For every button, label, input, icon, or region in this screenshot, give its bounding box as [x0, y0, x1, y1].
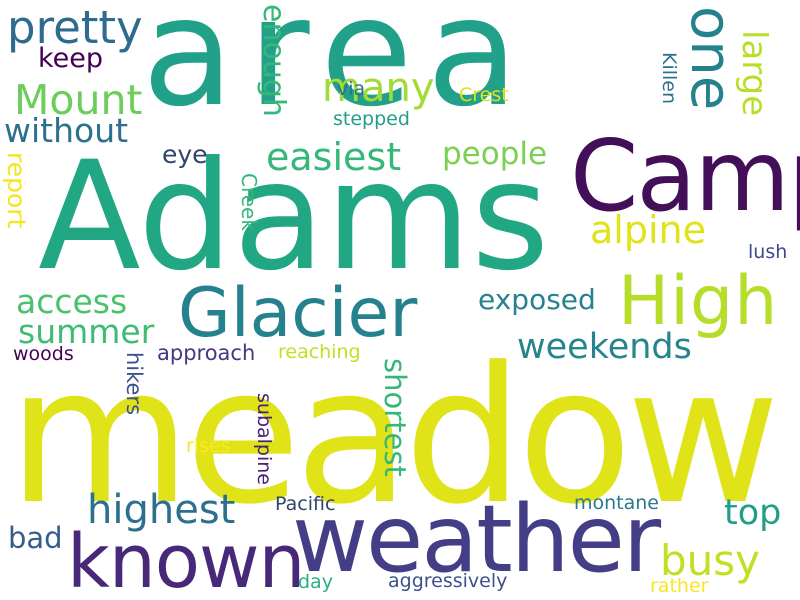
- word-summer: summer: [18, 312, 155, 351]
- word-weather: weather: [292, 485, 661, 593]
- word-rises: rises: [186, 435, 231, 457]
- word-approach: approach: [157, 341, 256, 365]
- word-montane: montane: [574, 492, 659, 514]
- word-high: High: [618, 262, 779, 341]
- word-report: report: [2, 152, 31, 229]
- word-enough: enough: [256, 4, 291, 117]
- word-mount: Mount: [14, 76, 143, 124]
- word-known: known: [67, 519, 305, 600]
- word-people: people: [442, 136, 548, 172]
- word-lush: lush: [748, 241, 788, 263]
- word-crest: Crest: [459, 84, 509, 106]
- word-creek: Creek: [237, 173, 261, 231]
- word-camp: Camp: [570, 120, 800, 234]
- word-area: area: [142, 0, 533, 140]
- word-large: large: [734, 30, 774, 117]
- word-stepped: stepped: [333, 108, 410, 130]
- word-day: day: [298, 571, 333, 593]
- word-pacific: Pacific: [275, 493, 336, 515]
- word-access: access: [16, 282, 128, 321]
- word-glacier: Glacier: [178, 274, 418, 353]
- word-one: one: [678, 6, 743, 111]
- word-hikers: hikers: [122, 352, 146, 416]
- word-exposed: exposed: [478, 283, 596, 316]
- word-weekends: weekends: [517, 327, 692, 367]
- word-via: via: [337, 78, 366, 100]
- word-meadow: meadow: [8, 327, 780, 546]
- word-highest: highest: [87, 487, 236, 533]
- word-killen: Killen: [658, 52, 680, 105]
- word-subalpine: subalpine: [253, 393, 275, 485]
- word-woods: woods: [13, 343, 74, 365]
- word-aggressively: aggressively: [388, 570, 508, 592]
- word-easiest: easiest: [266, 135, 402, 179]
- word-eye: eye: [162, 140, 208, 169]
- word-reaching: reaching: [278, 341, 361, 363]
- word-busy: busy: [660, 536, 761, 585]
- word-bad: bad: [8, 521, 63, 555]
- word-top: top: [724, 493, 782, 533]
- word-rather: rather: [650, 575, 709, 597]
- word-alpine: alpine: [590, 208, 706, 252]
- word-pretty: pretty: [7, 1, 143, 54]
- word-keep: keep: [38, 43, 104, 74]
- word-many: many: [322, 65, 435, 111]
- word-without: without: [4, 111, 129, 150]
- word-adams: Adams: [38, 130, 550, 304]
- word-shortest: shortest: [378, 358, 412, 477]
